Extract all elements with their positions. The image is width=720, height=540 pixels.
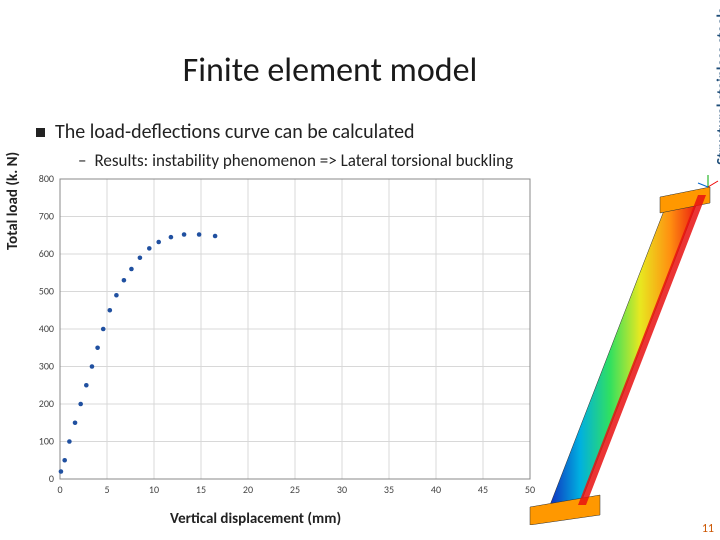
dash-icon: – — [78, 150, 86, 171]
svg-text:10: 10 — [149, 483, 159, 496]
bullet-sub-text: Results: instability phenomenon => Later… — [94, 150, 513, 171]
bullet-sub: –Results: instability phenomenon => Late… — [78, 150, 513, 171]
bullet-main-text: The load-deflections curve can be calcul… — [55, 120, 415, 144]
svg-text:35: 35 — [384, 483, 394, 496]
svg-text:200: 200 — [39, 397, 54, 410]
svg-text:700: 700 — [39, 210, 54, 223]
svg-text:30: 30 — [337, 483, 347, 496]
svg-text:600: 600 — [39, 247, 54, 260]
svg-text:20: 20 — [243, 483, 253, 496]
svg-text:800: 800 — [39, 174, 54, 185]
svg-text:0: 0 — [49, 472, 54, 485]
svg-text:300: 300 — [39, 360, 54, 373]
svg-text:400: 400 — [39, 322, 54, 335]
x-axis-title: Vertical displacement (mm) — [170, 510, 341, 528]
svg-text:0: 0 — [57, 483, 62, 496]
svg-text:100: 100 — [39, 435, 54, 448]
svg-text:15: 15 — [196, 483, 206, 496]
svg-text:25: 25 — [290, 483, 300, 496]
svg-text:5: 5 — [104, 483, 109, 496]
bullet-main: The load-deflections curve can be calcul… — [36, 120, 415, 144]
svg-text:45: 45 — [478, 483, 488, 496]
vertical-side-label: Structural stainless steels — [714, 8, 720, 165]
load-deflection-chart: 0 100 200 300 400 500 600 700 800 0 5 10 15 20 25 30 35 4… — [10, 174, 540, 504]
slide: Finite element model The load-deflection… — [0, 0, 720, 540]
svg-text:40: 40 — [431, 483, 441, 496]
slide-title: Finite element model — [0, 50, 660, 91]
square-bullet-icon — [36, 128, 45, 137]
fea-beam-render — [510, 175, 720, 525]
svg-text:500: 500 — [39, 285, 54, 298]
